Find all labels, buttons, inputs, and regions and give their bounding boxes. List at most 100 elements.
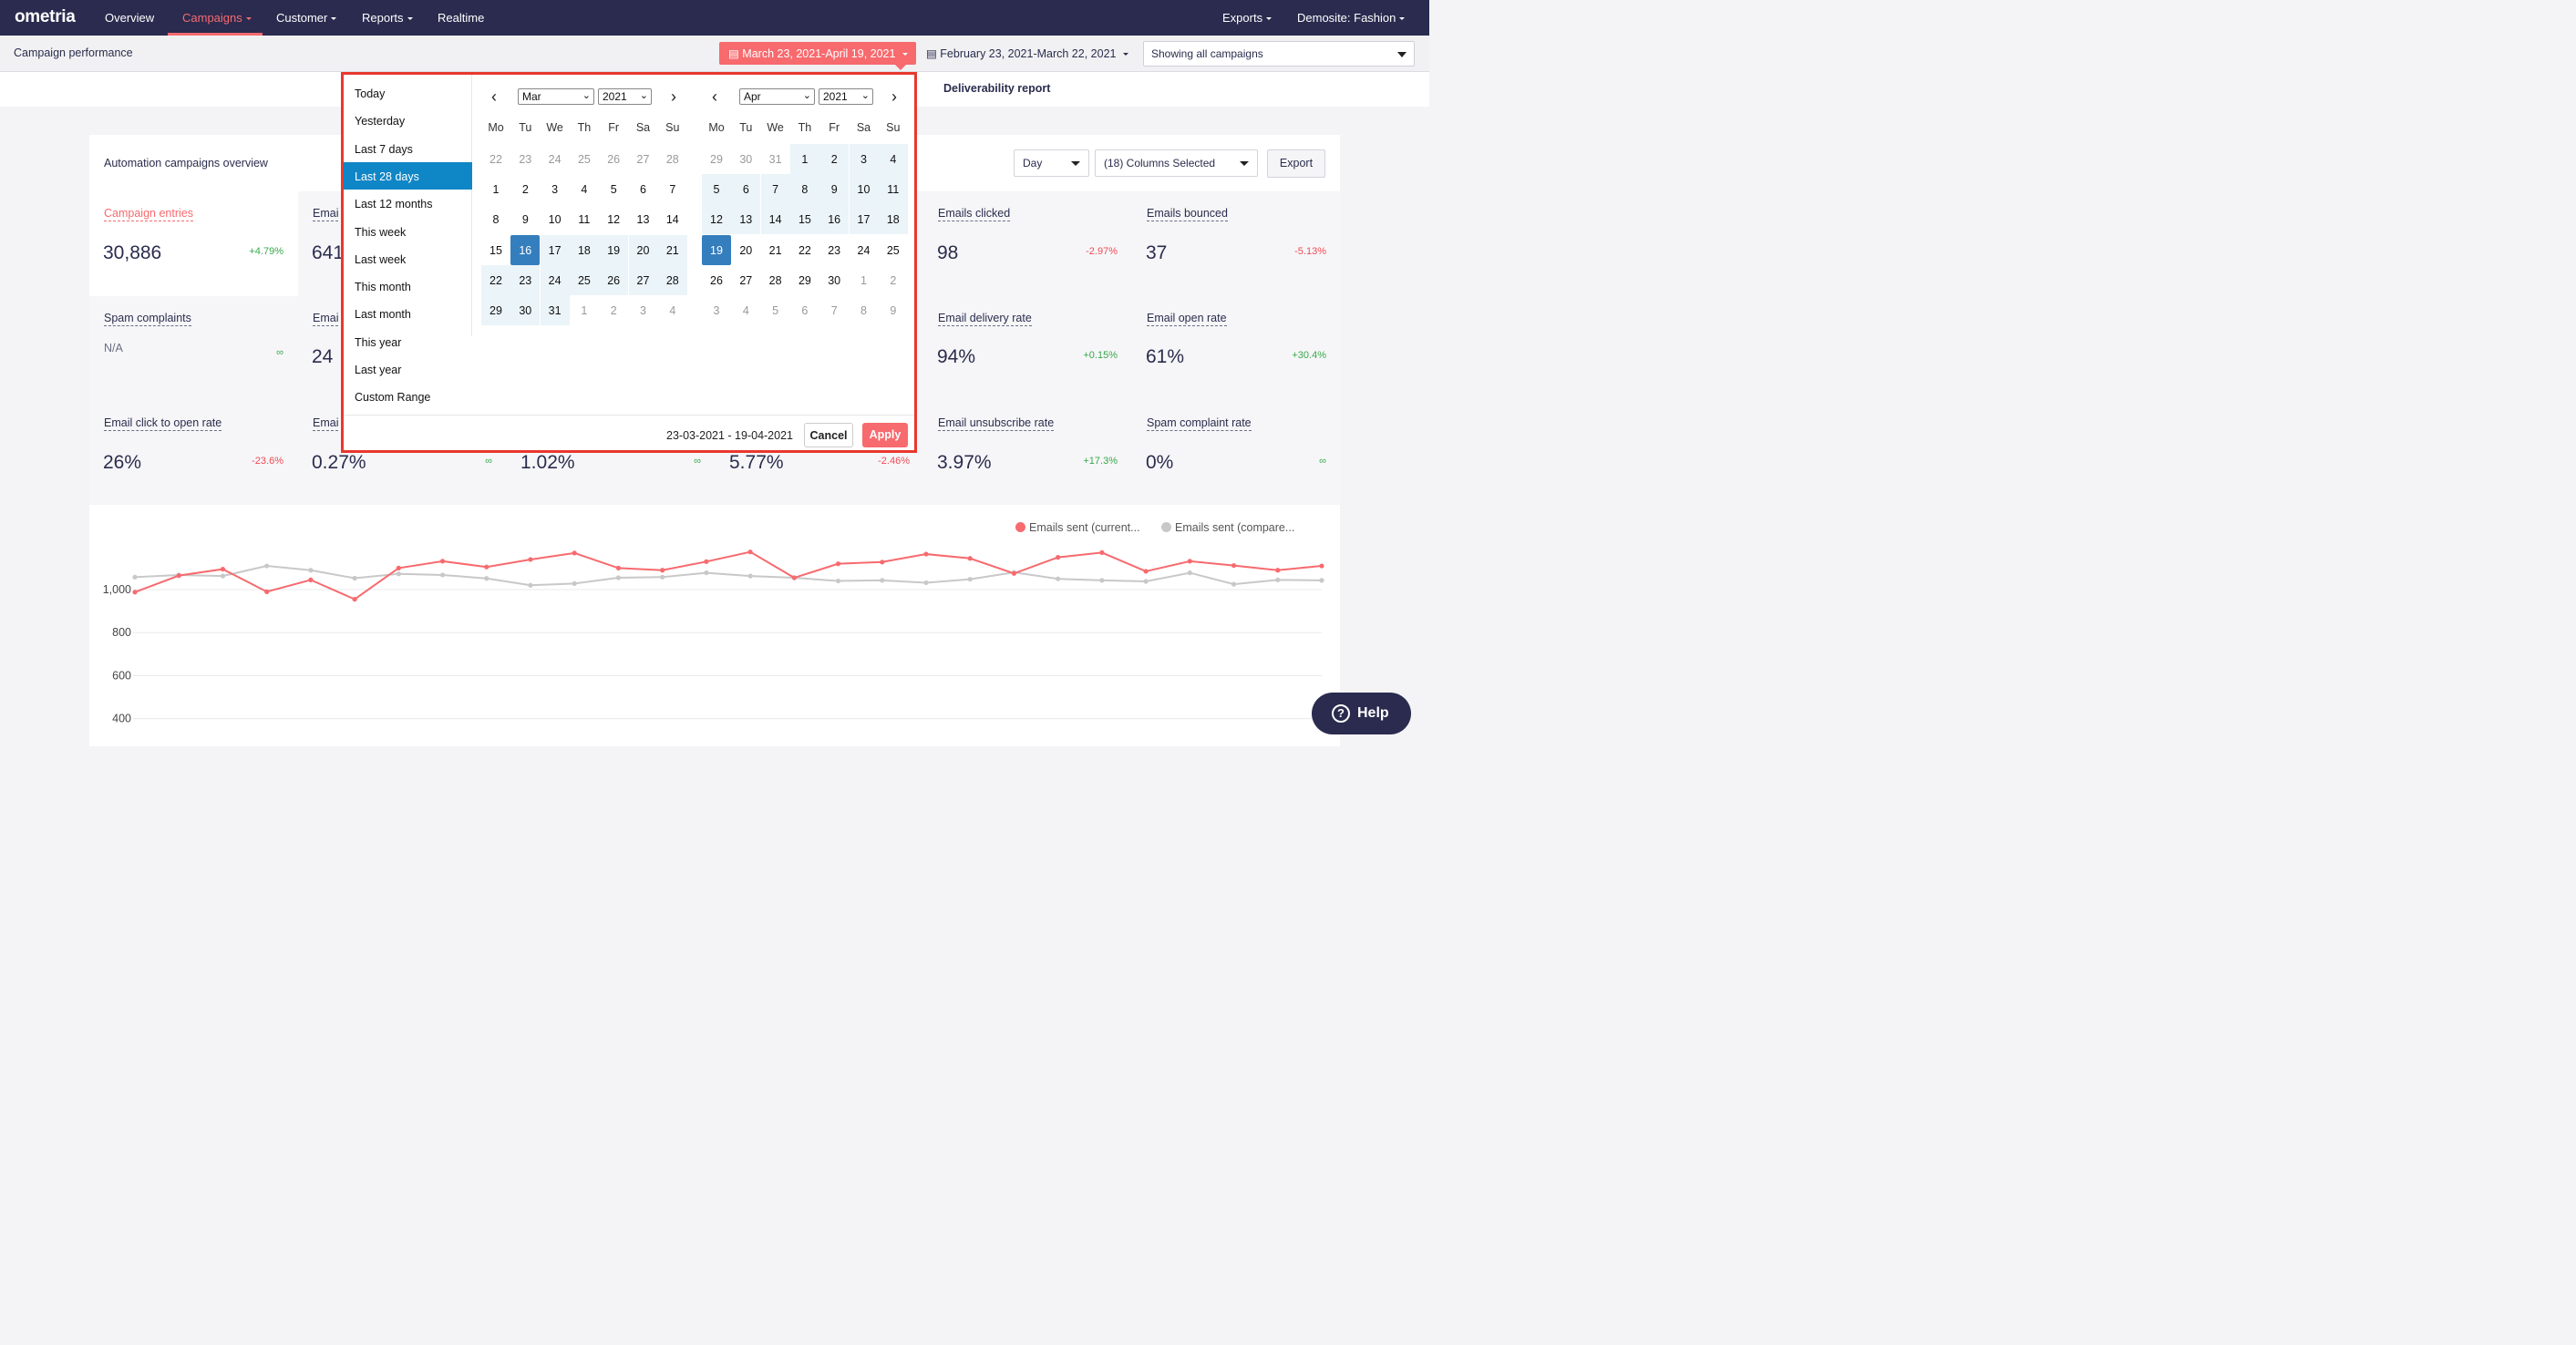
data-point[interactable] <box>835 578 841 584</box>
compare-range-button[interactable]: ▤ February 23, 2021-March 22, 2021 <box>926 46 1128 60</box>
calendar-day[interactable]: 6 <box>731 174 761 205</box>
calendar-day[interactable]: 29 <box>710 153 723 166</box>
data-point[interactable] <box>880 560 885 565</box>
calendar-day[interactable]: 17 <box>540 234 570 265</box>
data-point[interactable] <box>396 571 401 577</box>
legend-item-current[interactable]: Emails sent (current... <box>1015 521 1140 534</box>
calendar-day[interactable]: 1 <box>860 273 867 287</box>
calendar-day[interactable]: 1 <box>581 304 588 317</box>
calendar-day[interactable]: 13 <box>636 213 650 227</box>
data-point[interactable] <box>352 597 357 602</box>
data-point[interactable] <box>747 573 753 579</box>
data-point[interactable] <box>352 575 357 581</box>
range-option[interactable]: Yesterday <box>355 115 406 128</box>
calendar-day[interactable]: 4 <box>742 304 749 317</box>
data-point[interactable] <box>396 565 401 570</box>
calendar-day[interactable]: 31 <box>540 295 570 325</box>
calendar-day[interactable]: 7 <box>830 304 838 317</box>
calendar-day[interactable]: 27 <box>739 273 753 287</box>
data-point[interactable] <box>439 572 446 578</box>
right-month-select[interactable]: Apr ⌄ <box>739 88 815 105</box>
calendar-day[interactable]: 16 <box>819 204 850 235</box>
date-range-button[interactable]: ▤ March 23, 2021-April 19, 2021 <box>719 42 916 70</box>
calendar-day[interactable]: 2 <box>521 183 529 197</box>
left-month-select[interactable]: Mar ⌄ <box>518 88 594 105</box>
legend-item-compare[interactable]: Emails sent (compare... <box>1161 521 1294 534</box>
calendar-day[interactable]: 7 <box>760 174 790 205</box>
data-point[interactable] <box>660 574 665 580</box>
range-option[interactable]: Last 28 days <box>344 161 472 190</box>
export-button[interactable]: Export <box>1267 149 1325 178</box>
calendar-day[interactable]: 24 <box>548 153 562 166</box>
calendar-day[interactable]: 8 <box>492 213 500 227</box>
calendar-day[interactable]: 26 <box>599 264 629 295</box>
calendar-day[interactable]: 11 <box>878 174 908 205</box>
data-point[interactable] <box>660 568 665 573</box>
data-point[interactable] <box>1319 578 1324 583</box>
calendar-day[interactable]: 18 <box>878 204 908 235</box>
data-point[interactable] <box>1011 570 1017 576</box>
data-point[interactable] <box>528 557 533 562</box>
data-point[interactable] <box>1187 559 1192 564</box>
range-option[interactable]: This month <box>355 281 411 294</box>
data-point[interactable] <box>572 550 577 556</box>
help-button[interactable]: ? Help <box>1312 693 1411 734</box>
calendar-day[interactable]: 27 <box>628 264 658 295</box>
calendar-day[interactable]: 26 <box>607 153 621 166</box>
right-year-select[interactable]: 2021 ⌄ <box>819 88 873 105</box>
calendar-day[interactable]: 27 <box>636 153 650 166</box>
data-point[interactable] <box>528 582 533 588</box>
data-point[interactable] <box>1143 579 1149 584</box>
calendar-day[interactable]: 9 <box>819 174 850 205</box>
calendar-day[interactable]: 5 <box>610 183 617 197</box>
calendar-day[interactable]: 5 <box>702 174 731 205</box>
calendar-day[interactable]: 13 <box>731 204 761 235</box>
range-option[interactable]: This year <box>355 335 402 349</box>
metric-card[interactable]: Email click to open rate 26% -23.6% <box>89 401 298 506</box>
nav-campaigns[interactable]: Campaigns <box>182 11 252 25</box>
range-option[interactable]: Custom Range <box>355 391 431 405</box>
metric-card[interactable]: Spam complaint rate 0% ∞ <box>1132 401 1341 506</box>
calendar-day[interactable]: 29 <box>481 295 510 325</box>
data-point[interactable] <box>967 577 973 582</box>
calendar-day[interactable]: 30 <box>510 295 541 325</box>
nav-customer[interactable]: Customer <box>276 11 337 25</box>
metric-card[interactable]: Email unsubscribe rate 3.97% +17.3% <box>923 401 1132 506</box>
calendar-day[interactable]: 7 <box>669 183 676 197</box>
data-point[interactable] <box>923 551 929 557</box>
metric-card[interactable]: Spam complaints N/A ∞ <box>89 296 298 401</box>
calendar-day[interactable]: 24 <box>540 264 570 295</box>
data-point[interactable] <box>1231 562 1237 569</box>
calendar-day[interactable]: 25 <box>569 264 599 295</box>
calendar-day[interactable]: 25 <box>577 153 591 166</box>
cancel-button[interactable]: Cancel <box>804 423 853 447</box>
calendar-day[interactable]: 29 <box>798 273 811 287</box>
data-point[interactable] <box>1056 576 1061 581</box>
calendar-day[interactable]: 31 <box>768 153 782 166</box>
metric-card[interactable]: Emai 641 <box>298 191 344 296</box>
calendar-day[interactable]: 9 <box>521 213 529 227</box>
metric-card[interactable]: Campaign entries 30,886 +4.79% <box>89 191 298 296</box>
next-month-arrow-icon[interactable]: › <box>891 87 897 106</box>
calendar-day[interactable]: 24 <box>857 243 871 257</box>
calendar-day[interactable]: 14 <box>665 213 679 227</box>
apply-button[interactable]: Apply <box>862 423 908 447</box>
calendar-day[interactable]: 14 <box>760 204 790 235</box>
tab-deliverability-report[interactable]: Deliverability report <box>943 82 1051 95</box>
calendar-day[interactable]: 2 <box>819 144 850 174</box>
calendar-day[interactable]: 22 <box>798 243 811 257</box>
columns-select[interactable]: (18) Columns Selected <box>1095 149 1258 177</box>
metric-card[interactable]: Email open rate 61% +30.4% <box>1132 296 1341 401</box>
data-point[interactable] <box>1187 570 1192 576</box>
data-point[interactable] <box>967 556 973 561</box>
calendar-day[interactable]: 19 <box>702 234 731 265</box>
calendar-day[interactable]: 1 <box>492 183 500 197</box>
range-option[interactable]: Last week <box>355 252 407 266</box>
data-point[interactable] <box>1099 578 1105 583</box>
data-point[interactable] <box>923 580 929 586</box>
metric-card[interactable]: Emails bounced 37 -5.13% <box>1132 191 1341 296</box>
calendar-day[interactable]: 10 <box>849 174 879 205</box>
calendar-day[interactable]: 3 <box>640 304 646 317</box>
data-point[interactable] <box>484 576 489 581</box>
calendar-day[interactable]: 10 <box>548 213 562 227</box>
